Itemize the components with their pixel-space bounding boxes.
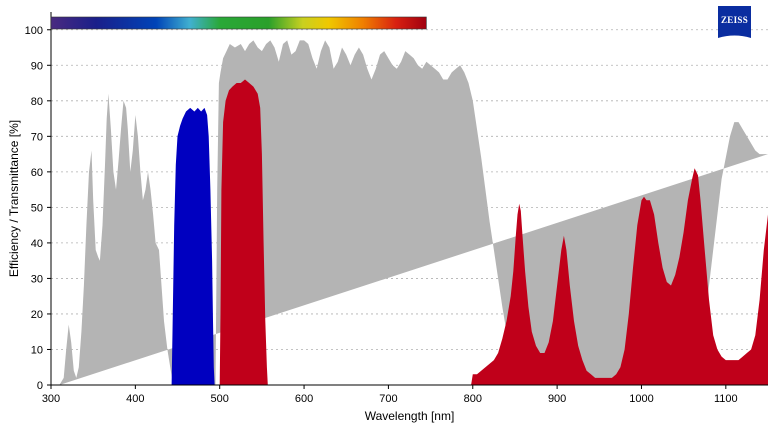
x-tick-label-1100: 1100 xyxy=(714,393,738,405)
zeiss-logo-badge xyxy=(718,6,751,38)
x-tick-label-1000: 1000 xyxy=(629,393,653,405)
x-tick-label-700: 700 xyxy=(379,393,397,405)
y-tick-label-20: 20 xyxy=(31,309,43,321)
tick-labels: 0 10 20 30 40 50 60 70 80 90 100 300 400 500 600 700 800… xyxy=(25,25,738,405)
y-axis-title: Efficiency / Transmittance [%] xyxy=(7,120,21,277)
zeiss-logo-text: ZEISS xyxy=(721,15,748,25)
x-tick-label-500: 500 xyxy=(211,393,229,405)
y-tick-label-30: 30 xyxy=(31,273,43,285)
y-tick-label-40: 40 xyxy=(31,238,43,250)
series-layer xyxy=(59,40,768,386)
y-tick-label-90: 90 xyxy=(31,60,43,72)
x-axis-title: Wavelength [nm] xyxy=(365,409,455,423)
x-tick-label-600: 600 xyxy=(295,393,313,405)
y-tick-label-100: 100 xyxy=(25,25,43,37)
y-tick-label-70: 70 xyxy=(31,131,43,143)
visible-spectrum-bar xyxy=(50,16,427,30)
y-tick-label-10: 10 xyxy=(31,344,43,356)
axes xyxy=(47,12,768,389)
y-tick-label-50: 50 xyxy=(31,202,43,214)
series-area-1 xyxy=(171,107,215,386)
y-tick-label-60: 60 xyxy=(31,167,43,179)
series-area-2 xyxy=(219,79,768,385)
y-tick-label-80: 80 xyxy=(31,96,43,108)
x-tick-label-400: 400 xyxy=(126,393,144,405)
y-tick-label-0: 0 xyxy=(37,380,43,392)
x-tick-label-300: 300 xyxy=(42,393,60,405)
x-tick-label-800: 800 xyxy=(464,393,482,405)
x-tick-label-900: 900 xyxy=(548,393,566,405)
zeiss-logo: ZEISS xyxy=(718,6,751,38)
